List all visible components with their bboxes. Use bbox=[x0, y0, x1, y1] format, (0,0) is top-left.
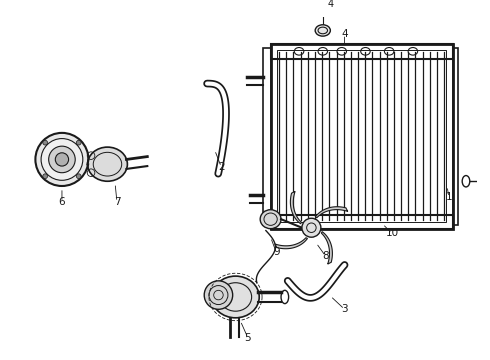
Text: 6: 6 bbox=[59, 197, 65, 207]
Text: 3: 3 bbox=[341, 304, 348, 314]
Ellipse shape bbox=[88, 147, 127, 181]
Ellipse shape bbox=[315, 25, 330, 36]
Circle shape bbox=[76, 174, 81, 179]
Text: 9: 9 bbox=[273, 247, 280, 257]
Circle shape bbox=[302, 218, 321, 237]
Polygon shape bbox=[315, 207, 348, 218]
Text: 2: 2 bbox=[218, 162, 224, 172]
Circle shape bbox=[43, 140, 48, 145]
Circle shape bbox=[41, 139, 83, 180]
Polygon shape bbox=[291, 192, 301, 224]
Text: 1: 1 bbox=[445, 192, 452, 202]
Ellipse shape bbox=[260, 210, 281, 229]
Text: 10: 10 bbox=[386, 228, 398, 238]
Circle shape bbox=[43, 174, 48, 179]
Ellipse shape bbox=[212, 276, 259, 318]
Text: 5: 5 bbox=[245, 333, 251, 343]
Text: 7: 7 bbox=[114, 197, 120, 207]
Text: 8: 8 bbox=[322, 251, 329, 261]
Circle shape bbox=[35, 133, 89, 186]
Polygon shape bbox=[275, 238, 308, 249]
Circle shape bbox=[55, 153, 69, 166]
Text: 4: 4 bbox=[327, 0, 333, 9]
Circle shape bbox=[49, 146, 75, 173]
Polygon shape bbox=[321, 231, 332, 264]
Text: 4: 4 bbox=[341, 29, 348, 39]
Circle shape bbox=[76, 140, 81, 145]
Circle shape bbox=[204, 281, 233, 309]
